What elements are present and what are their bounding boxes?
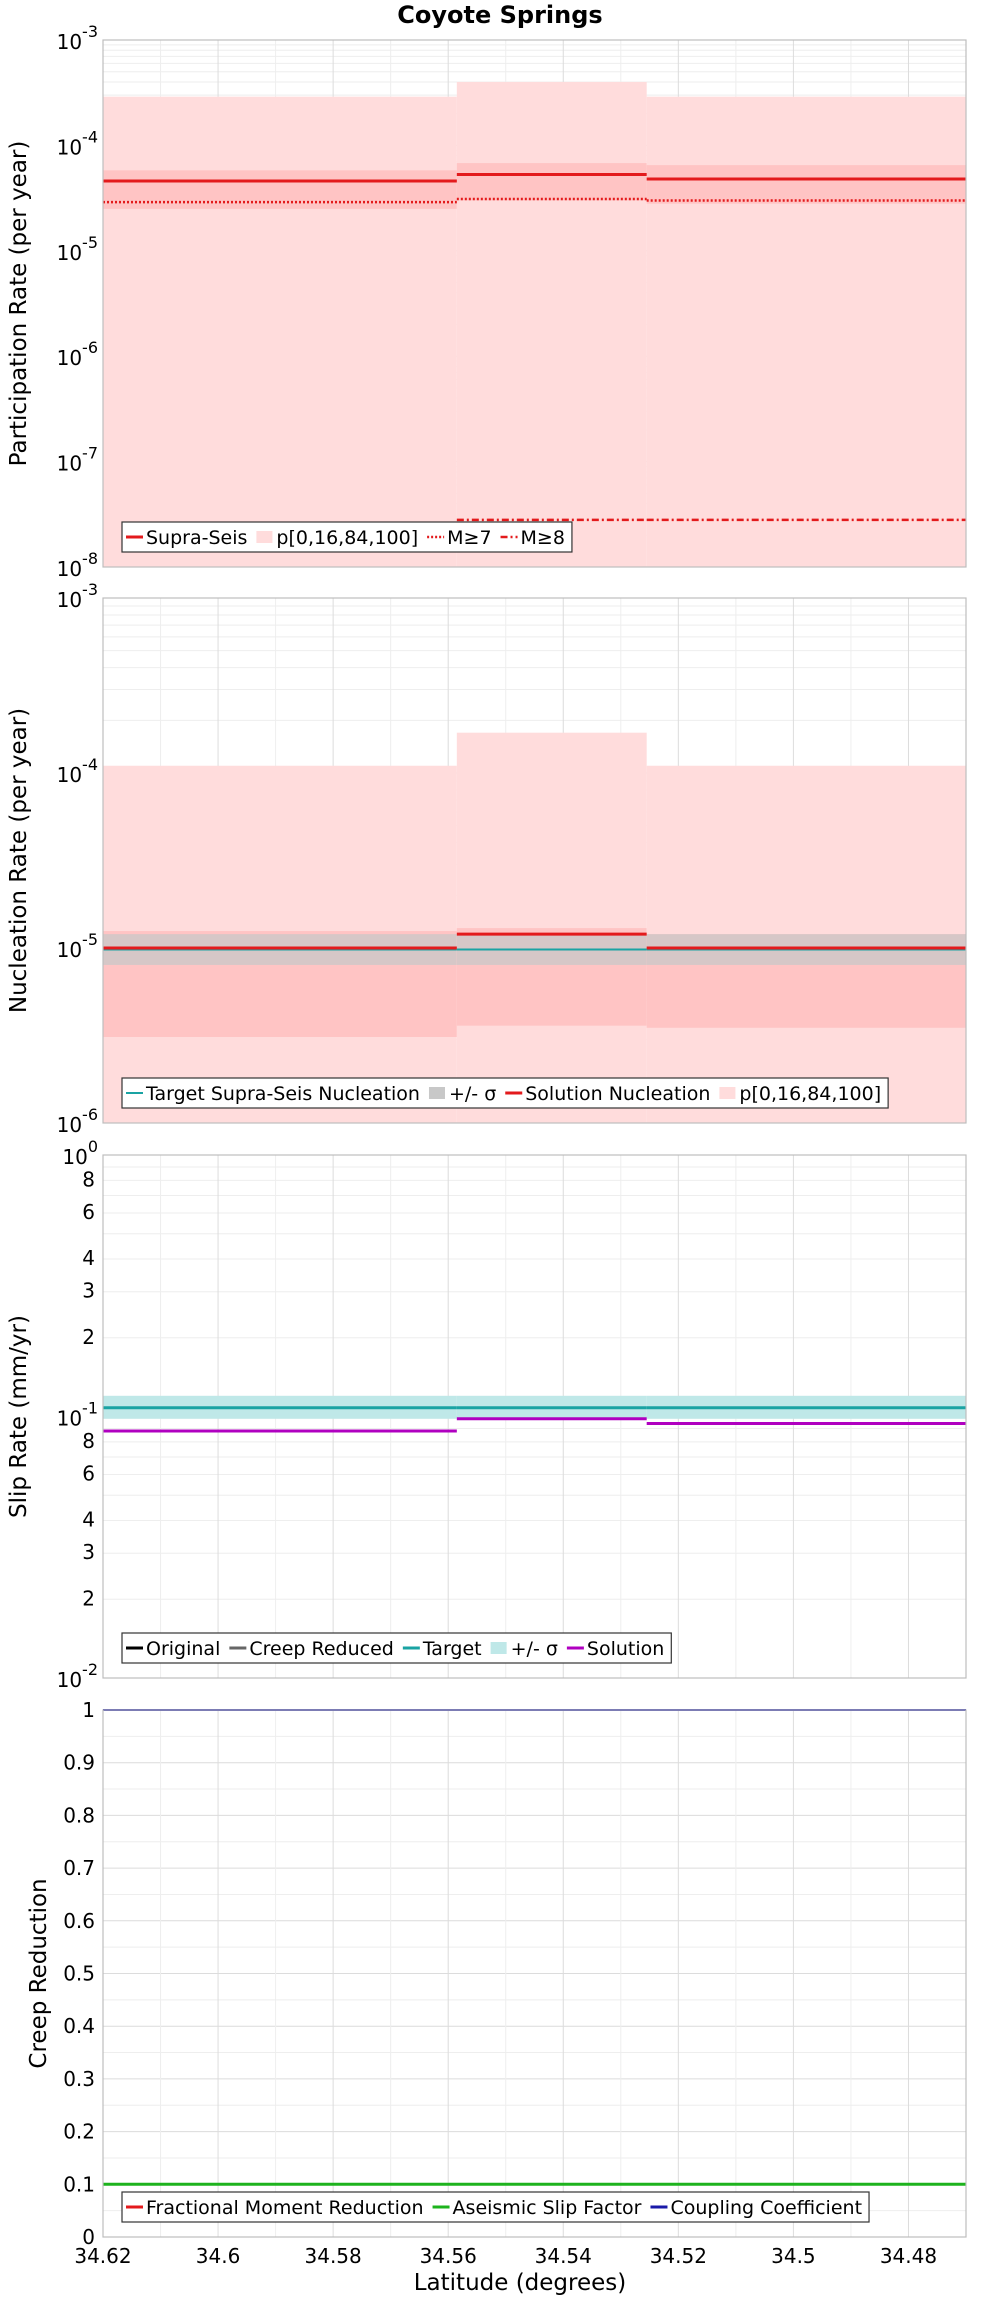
legend-swatch (490, 1642, 507, 1654)
chart-panels: 10-3 10-4 10-5 10-6 10-7 10-8 Participation Ra… (6, 22, 967, 2268)
legend: Target Supra-Seis Nucleation +/- σ Solutio… (121, 1077, 889, 1109)
legend: Fractional Moment Reduction Aseismic Slip… (121, 2191, 870, 2223)
legend-swatch (256, 531, 273, 543)
y-tick-label: 10-6 (57, 338, 98, 370)
y-tick-labels: 1 0.9 0.8 0.7 0.6 0.5 0.4 0.3 0.2 0.1 0 (63, 1698, 95, 2249)
legend-label: Fractional Moment Reduction (146, 2197, 424, 2219)
y-tick-label: 0.2 (63, 2120, 95, 2144)
y-axis-title: Nucleation Rate (per year) (6, 708, 32, 1013)
y-minor-tick-label: 2 (82, 1325, 95, 1349)
legend-label: +/- σ (449, 1083, 496, 1105)
y-tick-label: 10-1 (57, 1399, 98, 1431)
y-minor-tick-label: 6 (82, 1200, 95, 1224)
plot-frame (102, 39, 967, 568)
y-tick-label: 0.5 (63, 1962, 95, 1986)
legend-swatch (428, 1087, 445, 1099)
legend-label: Solution (587, 1638, 664, 1660)
y-tick-label: 10-3 (57, 22, 98, 54)
legend-swatch (719, 1087, 736, 1099)
y-tick-label: 100 (62, 1137, 98, 1169)
legend-label: M≥7 (447, 527, 491, 549)
y-minor-tick-label: 2 (82, 1586, 95, 1610)
x-tick-label: 34.48 (880, 2244, 937, 2268)
legend-label: Original (146, 1638, 220, 1660)
y-tick-label: 0.6 (63, 1909, 95, 1933)
legend-label: p[0,16,84,100] (739, 1083, 881, 1105)
p0-p100-band (456, 732, 647, 1123)
p0-p100-band (456, 81, 647, 568)
p16-p84-band (456, 163, 647, 201)
y-minor-tick-label: 4 (82, 1508, 95, 1532)
y-minor-tick-label: 4 (82, 1246, 95, 1270)
series-group (103, 1395, 966, 1433)
y-minor-tick-label: 3 (82, 1540, 95, 1564)
y-tick-label: 0.4 (63, 2014, 95, 2038)
legend-label: Aseismic Slip Factor (453, 2197, 642, 2219)
y-tick-label: 0.3 (63, 2067, 95, 2091)
x-tick-label: 34.5 (771, 2244, 816, 2268)
y-tick-label: 10-2 (57, 1660, 98, 1692)
legend: Supra-Seis p[0,16,84,100] M≥7 M≥8 (121, 521, 573, 553)
legend-frame (121, 521, 573, 553)
y-tick-label: 10-6 (57, 1105, 98, 1137)
y-tick-label: 0 (82, 2225, 95, 2249)
y-axis-title: Participation Rate (per year) (6, 141, 32, 467)
y-minor-tick-label: 6 (82, 1462, 95, 1486)
legend-frame (121, 1077, 889, 1109)
y-tick-label: 10-7 (57, 444, 98, 476)
x-tick-labels: 34.62 34.6 34.58 34.56 34.54 34.52 34.5 34.48 (74, 2244, 937, 2268)
x-tick-label: 34.52 (650, 2244, 707, 2268)
y-axis-title: Slip Rate (mm/yr) (6, 1315, 32, 1518)
legend-label: M≥8 (521, 527, 565, 549)
plot-frame (102, 1154, 967, 1679)
panel-slip: 100 10-1 10-2 8 6 4 3 2 8 6 4 3 2 Slip Rate (mm/yr) Or… (6, 1137, 967, 1692)
p16-p84-band (646, 165, 966, 204)
plot-frame (102, 597, 967, 1124)
y-tick-label: 0.8 (63, 1803, 95, 1827)
x-tick-label: 34.6 (196, 2244, 241, 2268)
panel-nucleation: 10-3 10-4 10-5 10-6 Nucleation Rate (per yea… (6, 580, 967, 1137)
legend-label: p[0,16,84,100] (276, 527, 418, 549)
legend-label: Solution Nucleation (525, 1083, 710, 1105)
y-tick-label: 1 (82, 1698, 95, 1722)
y-tick-label: 0.7 (63, 1856, 95, 1880)
y-tick-label: 10-8 (57, 549, 98, 581)
p0-p100-band (103, 96, 457, 567)
y-minor-tick-label: 3 (82, 1279, 95, 1303)
x-tick-label: 34.58 (305, 2244, 362, 2268)
y-tick-label: 10-5 (57, 930, 98, 962)
x-axis-title: Latitude (degrees) (414, 2270, 627, 2296)
legend-label: Creep Reduced (249, 1638, 393, 1660)
x-tick-label: 34.56 (420, 2244, 477, 2268)
legend-frame (121, 2191, 870, 2223)
legend-label: Target Supra-Seis Nucleation (145, 1083, 420, 1105)
x-tick-label: 34.62 (74, 2244, 131, 2268)
y-minor-tick-label: 8 (82, 1167, 95, 1191)
y-tick-label: 10-4 (57, 127, 98, 159)
chart-title: Coyote Springs (397, 1, 602, 29)
y-axis-title: Creep Reduction (26, 1878, 52, 2068)
y-tick-labels: 10-3 10-4 10-5 10-6 10-7 10-8 (57, 22, 98, 581)
y-tick-label: 0.9 (63, 1751, 95, 1775)
series-group (103, 81, 966, 568)
legend-label: Supra-Seis (146, 527, 247, 549)
panel-participation: 10-3 10-4 10-5 10-6 10-7 10-8 Participation Ra… (6, 22, 967, 581)
panel-creep: 1 0.9 0.8 0.7 0.6 0.5 0.4 0.3 0.2 0.1 0 Creep Reduc… (26, 1698, 967, 2268)
legend-label: +/- σ (511, 1638, 558, 1660)
legend-label: Target (422, 1638, 482, 1660)
y-tick-labels: 100 10-1 10-2 8 6 4 3 2 8 6 4 3 2 (57, 1137, 98, 1692)
y-tick-label: 0.1 (63, 2172, 95, 2196)
y-minor-tick-label: 8 (82, 1429, 95, 1453)
y-tick-label: 10-5 (57, 233, 98, 265)
x-tick-label: 34.54 (535, 2244, 592, 2268)
y-tick-label: 10-4 (57, 755, 98, 787)
legend-label: Coupling Coefficient (670, 2197, 862, 2219)
plot-frame (102, 1709, 967, 2238)
series-group (103, 732, 966, 1123)
legend: Original Creep Reduced Target +/- σ Solution (121, 1632, 672, 1664)
y-tick-label: 10-3 (57, 580, 98, 612)
y-tick-labels: 10-3 10-4 10-5 10-6 (57, 580, 98, 1137)
gridlines (102, 1709, 967, 2238)
